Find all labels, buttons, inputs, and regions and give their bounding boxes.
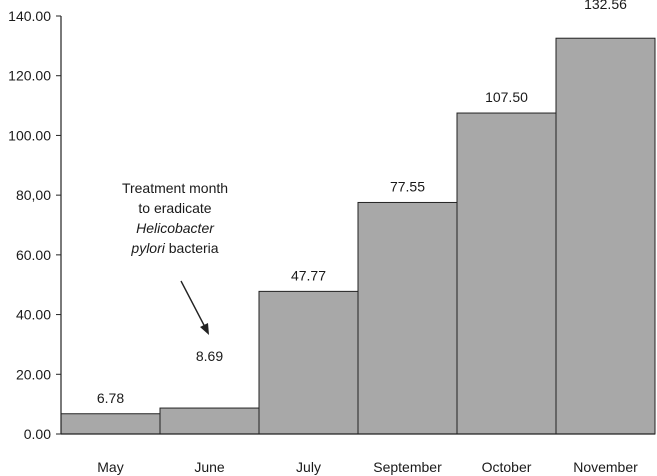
y-axis-ticks: 0.00 20.00 40.00 60.00 80,00 100.00 120.00 140.… [8,8,61,442]
bar [258,290,359,435]
y-tick-label: 140.00 [8,8,51,24]
x-axis-category-labels: May June July September October November [97,459,638,475]
annotation-line-3: Helicobacter [136,220,215,236]
annotation-arrow-head [200,323,209,335]
bar [60,413,161,435]
bar-value-label: 132.56 [584,0,627,12]
annotation-line-4: pylori bacteria [130,240,218,256]
y-tick-label: 0.00 [24,426,51,442]
y-tick-label: 60.00 [16,247,51,263]
bar-value-labels: 6.78 8.69 47.77 77.55 107.50 132.56 [97,0,627,406]
bar-value-label: 107.50 [485,89,528,105]
bar-value-label: 8.69 [196,348,223,364]
bar-value-label: 77.55 [390,178,425,194]
y-tick-label: 40.00 [16,307,51,323]
bar [159,407,260,435]
x-category-label: July [296,459,321,475]
bar [357,201,458,435]
bar [456,112,557,435]
annotation-line-2: to eradicate [138,200,211,216]
annotation-italic-pylori: pylori [130,240,165,256]
x-category-label: May [97,459,123,475]
x-category-label: June [194,459,225,475]
x-category-label: October [482,459,532,475]
annotation-line-1: Treatment month [122,180,228,196]
y-tick-label: 20.00 [16,366,51,382]
bar-value-label: 47.77 [291,267,326,283]
annotation-arrow-shaft [180,280,207,330]
y-tick-label: 80,00 [16,187,51,203]
bars [60,37,656,435]
y-tick-label: 100.00 [8,127,51,143]
bar [555,37,656,435]
treatment-annotation: Treatment month to eradicate Helicobacte… [122,180,228,335]
x-category-label: November [573,459,638,475]
bar-value-label: 6.78 [97,390,124,406]
annotation-bacteria: bacteria [165,240,219,256]
y-tick-label: 120.00 [8,68,51,84]
x-category-label: September [373,459,442,475]
